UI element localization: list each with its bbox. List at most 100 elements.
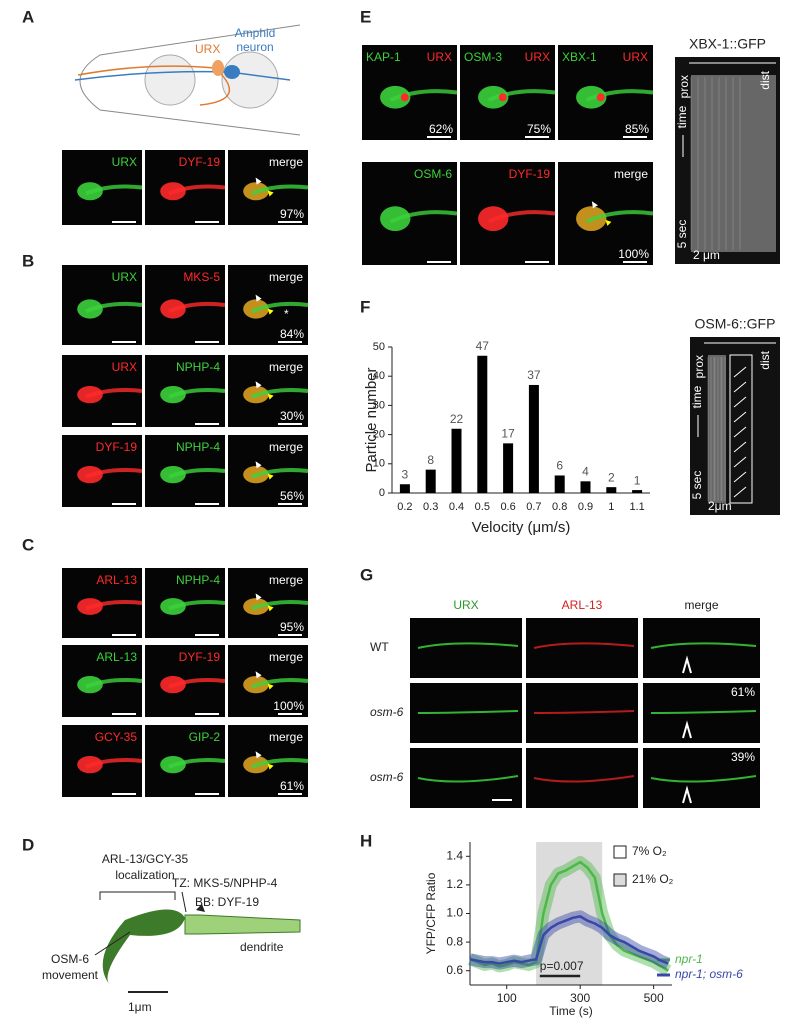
label: prox [692,355,706,378]
legend-label: 21% O₂ [632,872,674,886]
label: 1μm [128,1000,152,1014]
signal [85,758,143,769]
signal [85,468,143,479]
label: 2μm [708,499,732,513]
label: merge [269,440,303,454]
x-tick-label: 500 [644,991,664,1005]
worm-outline [79,24,301,136]
label: localization [115,868,174,882]
arrowhead [255,751,262,759]
signal [650,710,757,714]
bar [399,484,410,493]
value-label: 22 [450,412,464,426]
value-label: 4 [582,464,589,478]
label: time [675,105,689,128]
arrow [682,655,692,674]
legend-label: npr-1; osm-6 [675,967,743,981]
dendrite-shape [184,914,301,935]
x-tick-label: 0.9 [578,501,593,513]
label: URX [525,50,550,64]
signal [85,184,143,196]
label: dendrite [240,940,284,954]
trace [733,471,747,483]
pointer [94,931,131,956]
label: NPHP-4 [176,360,220,374]
y-tick-label: 10 [373,458,385,470]
percent: 30% [280,409,304,423]
bulb [144,54,196,106]
micrograph [526,618,638,678]
percent: 100% [273,699,304,713]
panel-label: H [360,831,372,850]
label: merge [269,360,303,374]
panel-label: D [22,835,34,854]
urx-cell [212,60,224,76]
label: merge [269,573,303,587]
x-tick-label: 100 [497,991,517,1005]
signal [650,775,757,783]
signal [251,468,309,479]
label: ARL-13 [96,650,137,664]
arrowhead [267,683,274,690]
panel-label: G [360,565,373,584]
x-tick-label: 0.6 [500,501,515,513]
axis-title: Particle number [363,367,380,472]
label: TZ: MKS-5/NPHP-4 [172,876,278,890]
kymograph-title: XBX-1::GFP [689,36,766,52]
percent: 100% [618,247,649,261]
bar [580,481,591,493]
trace [733,441,747,453]
signal [417,642,519,649]
x-tick-label: 0.2 [397,501,412,513]
label: NPHP-4 [176,573,220,587]
value-label: 6 [556,459,563,473]
signal [85,301,143,314]
signal [85,388,143,399]
arrowhead [255,177,262,185]
label: NPHP-4 [176,440,220,454]
signal [251,301,309,314]
signal [487,210,556,224]
signal [251,184,309,196]
label: URX [112,360,137,374]
value-label: 1 [634,473,641,487]
x-tick-label: 0.7 [526,501,541,513]
axis-title: Velocity (μm/s) [472,519,571,536]
label: dist [758,70,772,89]
signal [168,301,226,314]
column-label: URX [453,598,478,612]
label: 5 sec [690,471,704,500]
legend-label: 7% O₂ [632,844,667,858]
trace [733,456,747,468]
value-label: 2 [608,470,615,484]
label: ARL-13 [96,573,137,587]
trace-box [729,354,753,504]
bar [528,384,539,493]
arrowhead [591,201,598,209]
trace [733,426,747,438]
column-label: ARL-13 [562,598,603,612]
signal [417,775,519,783]
signal [168,468,226,479]
signal [389,89,458,102]
label: Amphid [235,26,276,40]
panel-label: B [22,251,34,270]
signal [650,642,757,649]
trace [733,366,747,378]
panel-label: E [360,7,371,26]
legend-box [613,873,627,887]
y-tick-label: 0 [379,487,385,499]
arrowhead [267,190,274,197]
row-label: osm-6 [370,770,404,784]
y-tick-label: 0.8 [446,934,463,948]
signal [168,388,226,399]
annotation: p=0.007 [540,959,584,973]
label: URX [427,50,452,64]
y-tick-label: 1.0 [446,906,463,920]
y-tick-label: 1.2 [446,877,463,891]
signal [400,93,409,102]
bulb [221,51,279,109]
legend-box [613,845,627,859]
signal [85,678,143,689]
